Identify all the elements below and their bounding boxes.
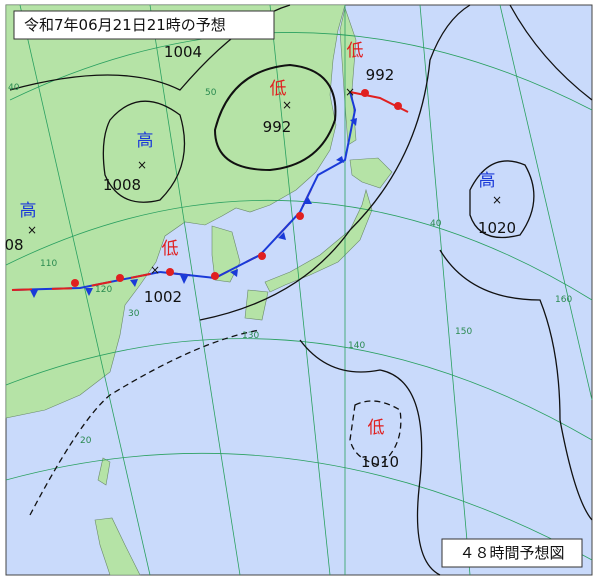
grid-label: 20 [80, 436, 92, 446]
center-mark: × [137, 158, 147, 172]
footer-box [441, 538, 583, 568]
grid-label: 160 [555, 295, 572, 305]
pressure-label: 1010 [361, 453, 399, 471]
labels: 低992×低992×高1008×高08×低1002×高1020×低1010100… [4, 41, 572, 471]
pressure-label: 08 [4, 236, 23, 254]
system-kind: 低 [270, 79, 287, 99]
warm-symbol [116, 274, 124, 282]
cold-symbol [85, 288, 93, 296]
warm-symbol [71, 279, 79, 287]
isobar [29, 329, 261, 516]
lon-line [149, 4, 241, 576]
isobar [349, 400, 402, 466]
grid-label: 30 [128, 309, 140, 319]
title-box [13, 10, 275, 40]
graticule [5, 4, 593, 576]
isobar [199, 4, 471, 321]
lat-line [5, 338, 593, 441]
pressure-label: 1002 [144, 288, 182, 306]
grid-label: 40 [8, 83, 20, 93]
isobar [102, 100, 186, 203]
grid-label: 140 [348, 341, 365, 351]
system-kind: 低 [162, 239, 179, 259]
title: 令和7年06月21日21時の予想 [24, 16, 226, 34]
cold-symbol [350, 118, 357, 126]
isobar-label: 1004 [164, 43, 202, 61]
center-mark: × [492, 193, 502, 207]
lon-line [19, 4, 151, 576]
grid-label: 130 [242, 331, 259, 341]
isobar [509, 4, 593, 101]
system-kind: 高 [479, 171, 496, 191]
grid-label: 40 [430, 219, 442, 229]
system-kind: 低 [368, 418, 385, 438]
lat-line [9, 32, 593, 111]
warm-symbol [258, 252, 266, 260]
center-mark: × [150, 263, 160, 277]
cold-symbol [230, 269, 238, 277]
cold-symbols [30, 118, 357, 298]
warm-symbol [166, 268, 174, 276]
lon-line [269, 4, 331, 576]
center-mark: × [282, 98, 292, 112]
warm-symbol [296, 212, 304, 220]
lon-line [499, 4, 593, 401]
warm-symbol [361, 89, 369, 97]
isobar [439, 249, 593, 521]
isobar [469, 160, 535, 239]
system-kind: 低 [347, 41, 364, 61]
lat-line [5, 199, 593, 301]
sakhalin [339, 6, 357, 146]
lon-line [419, 4, 471, 576]
cold-symbol [130, 279, 138, 287]
pressure-label: 992 [366, 66, 395, 84]
warm-symbol [211, 272, 219, 280]
philippines [94, 517, 141, 576]
pressure-label: 992 [263, 118, 292, 136]
front-symbols [71, 89, 402, 287]
cold-symbol [180, 275, 188, 284]
isobar [299, 339, 441, 576]
grid-label: 150 [455, 327, 472, 337]
fronts [11, 89, 409, 298]
grid-label: 110 [40, 259, 57, 269]
cold-symbol [30, 290, 38, 298]
grid-label: 120 [95, 285, 112, 295]
lat-line [5, 452, 593, 561]
kyushu [244, 289, 269, 321]
center-mark: × [345, 85, 355, 99]
cold-symbol [336, 156, 344, 163]
hokkaido [349, 157, 393, 189]
taiwan [97, 457, 111, 486]
center-mark: × [27, 223, 37, 237]
cold-symbol [278, 232, 286, 240]
system-kind: 高 [137, 131, 154, 151]
warm-symbol [394, 102, 402, 110]
grid-label: 50 [205, 88, 217, 98]
pressure-label: 1008 [103, 176, 141, 194]
system-kind: 高 [20, 201, 37, 221]
isobar [213, 63, 337, 172]
cold-symbol [304, 197, 312, 204]
pressure-label: 1020 [478, 219, 516, 237]
cold-front [159, 91, 357, 280]
footer-label: ４８時間予想図 [459, 544, 564, 562]
